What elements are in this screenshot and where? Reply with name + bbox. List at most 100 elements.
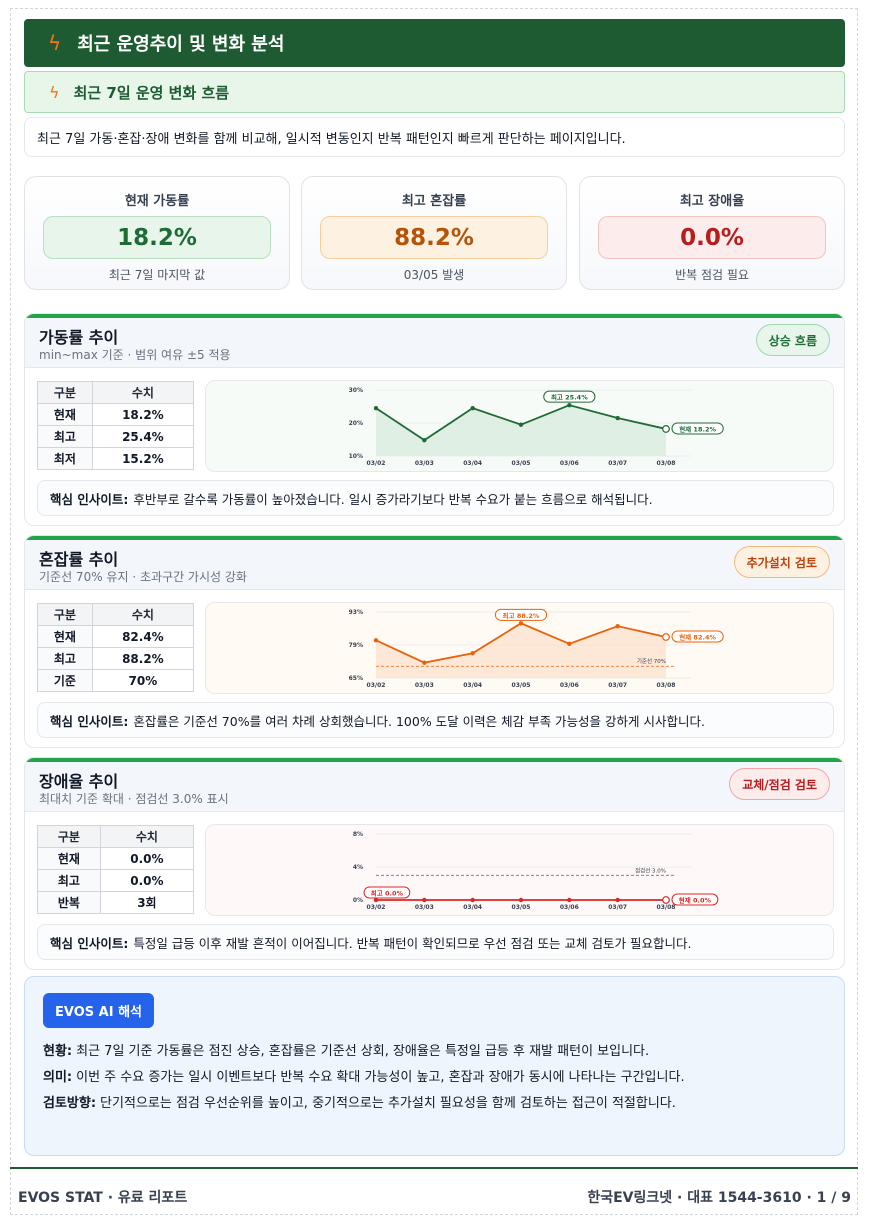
table-cell: 25.4% [91, 425, 195, 448]
max-label-bg [494, 608, 548, 621]
table-row: 현재 0.0% [37, 847, 195, 870]
table-cell: 최고 [37, 647, 93, 670]
table-cell: 반복 [37, 891, 101, 914]
table-row: 최고 0.0% [37, 869, 195, 892]
current-point [662, 425, 670, 433]
series-area [376, 623, 666, 678]
metrics-table: 구분 수치 현재 0.0% 최고 0.0% 반복 3회 [37, 825, 195, 914]
x-tick-label: 03/07 [608, 904, 627, 911]
table-row: 현재 18.2% [37, 403, 195, 426]
table-row: 최고 88.2% [37, 647, 195, 670]
x-tick-label: 03/03 [415, 904, 434, 911]
y-tick-label: 20% [349, 420, 363, 427]
current-label: 현재 0.0% [671, 893, 719, 906]
bolt-icon: ϟ [49, 82, 60, 102]
page-title: 최근 운영추이 및 변화 분석 [77, 34, 285, 55]
section-accent-bar [25, 758, 844, 762]
table-header: 구분 [37, 603, 93, 626]
x-tick-label: 03/02 [367, 460, 386, 467]
insight-box: 핵심 인사이트: 후반부로 갈수록 가동률이 높아졌습니다. 일시 증가라기보다 … [37, 480, 834, 516]
current-label-bg [671, 422, 724, 435]
insight-text: 후반부로 갈수록 가동률이 높아졌습니다. 일시 증가라기보다 반복 수요가 붙… [133, 491, 653, 507]
table-cell: 현재 [37, 625, 93, 648]
current-label-bg [671, 893, 719, 906]
x-tick-label: 03/05 [512, 682, 531, 689]
kpi-value: 88.2% [320, 216, 548, 259]
max-label-bg [363, 886, 411, 899]
data-point [422, 660, 427, 665]
metrics-table: 구분 수치 현재 18.2% 최고 25.4% 최저 15.2% [37, 381, 195, 470]
kpi-card-availability: 현재 가동률 18.2% 최근 7일 마지막 값 [24, 176, 290, 290]
data-point [470, 405, 475, 411]
table-cell: 최고 [37, 425, 93, 448]
kpi-note: 최근 7일 마지막 값 [108, 268, 206, 282]
section-accent-bar [25, 536, 844, 540]
insight-box: 핵심 인사이트: 혼잡률은 기준선 70%를 여러 차례 상회했습니다. 100%… [37, 702, 834, 738]
y-tick-label: 8% [353, 831, 363, 838]
ai-line-label: 검토방향: [43, 1096, 97, 1111]
section-desc: 최대치 기준 확대 · 점검선 3.0% 표시 [39, 792, 229, 806]
y-tick-label: 0% [353, 897, 363, 904]
data-point [615, 415, 620, 421]
current-label-text: 현재 18.2% [679, 424, 716, 433]
y-tick-label: 79% [349, 642, 363, 649]
x-tick-label: 03/04 [463, 682, 482, 689]
metrics-table: 구분 수치 현재 82.4% 최고 88.2% 기준 70% [37, 603, 195, 692]
failure-chart: 8% 4% 0% 03/02 03/03 03/04 03/05 03/06 03/07 03/0… [205, 824, 834, 916]
data-point [470, 651, 475, 656]
max-label-text: 최고 0.0% [371, 889, 404, 898]
data-point [567, 897, 572, 903]
insight-text: 특정일 급등 이후 재발 흔적이 이어집니다. 반복 패턴이 확인되므로 우선 … [133, 935, 692, 951]
insight-box: 핵심 인사이트: 특정일 급등 이후 재발 흔적이 이어집니다. 반복 패턴이 확… [37, 924, 834, 960]
ai-line-label: 의미: [43, 1070, 73, 1085]
x-tick-label: 03/08 [657, 682, 676, 689]
ai-line-status: 현황: 최근 7일 기준 가동률은 점진 상승, 혼잡률은 기준선 상회, 장애율… [43, 1040, 649, 1059]
table-header: 구분 [37, 825, 101, 848]
footer-rule [10, 1167, 858, 1169]
y-tick-label: 10% [349, 453, 363, 460]
section-desc: 기준선 70% 유지 · 초과구간 가시성 강화 [39, 570, 247, 584]
data-point [518, 897, 524, 903]
table-cell: 0.0% [99, 869, 195, 892]
data-point [518, 621, 524, 626]
section-accent-bar [25, 314, 844, 318]
max-label-text: 최고 88.2% [503, 611, 540, 620]
table-cell: 현재 [37, 847, 101, 870]
x-tick-label: 03/02 [367, 904, 386, 911]
max-label-bg [543, 390, 596, 403]
current-label-text: 현재 82.4% [679, 632, 716, 641]
section-title: 장애율 추이 [39, 772, 119, 791]
status-badge: 교체/점검 검토 [729, 768, 830, 800]
kpi-label: 현재 가동률 [124, 194, 190, 209]
kpi-note: 반복 점검 필요 [675, 268, 749, 282]
intro-text: 최근 7일 가동·혼잡·장애 변화를 함께 비교해, 일시적 변동인지 반복 패… [24, 117, 845, 157]
current-label-bg [671, 630, 724, 643]
max-label: 최고 88.2% [494, 608, 548, 621]
y-tick-label: 30% [349, 387, 363, 394]
data-point [567, 641, 572, 647]
ai-line-label: 현황: [43, 1044, 73, 1059]
baseline-label: 기준선 70% [637, 657, 666, 665]
x-tick-label: 03/06 [560, 460, 579, 467]
current-label: 현재 82.4% [671, 630, 724, 643]
table-cell: 0.0% [99, 847, 195, 870]
failure-trend-section: 장애율 추이 최대치 기준 확대 · 점검선 3.0% 표시 교체/점검 검토 … [24, 757, 845, 970]
table-cell: 3회 [99, 891, 195, 914]
section-header: 장애율 추이 최대치 기준 확대 · 점검선 3.0% 표시 교체/점검 검토 [25, 762, 844, 812]
x-tick-label: 03/05 [512, 460, 531, 467]
data-point [422, 897, 427, 903]
x-tick-label: 03/07 [608, 460, 627, 467]
kpi-value: 0.0% [598, 216, 826, 259]
table-cell: 최저 [37, 447, 93, 470]
table-row: 반복 3회 [37, 891, 195, 914]
subheader-title: 최근 7일 운영 변화 흐름 [73, 83, 230, 102]
status-badge: 추가설치 검토 [733, 546, 830, 578]
ai-analysis-button[interactable]: EVOS AI 해석 [43, 993, 154, 1028]
page-header: ϟ 최근 운영추이 및 변화 분석 [24, 19, 845, 67]
table-row: 기준 70% [37, 669, 195, 692]
section-subheader: ϟ 최근 7일 운영 변화 흐름 [24, 71, 845, 113]
x-tick-label: 03/02 [367, 682, 386, 689]
series-area [376, 405, 666, 456]
max-label-text: 최고 25.4% [551, 393, 588, 402]
data-point [615, 623, 620, 629]
